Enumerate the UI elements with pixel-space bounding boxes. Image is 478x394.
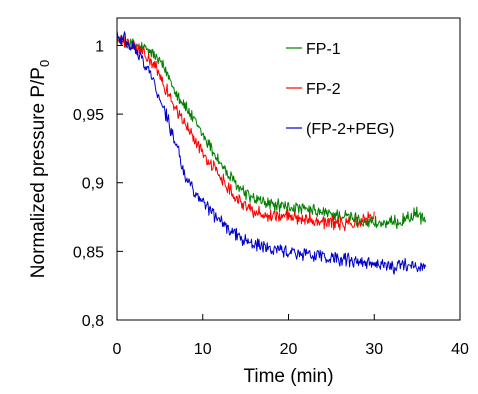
legend: FP-1 FP-2 (FP-2+PEG) (286, 41, 394, 138)
series-layer (116, 30, 427, 275)
y-tick-label: 0,85 (73, 244, 104, 261)
legend-label: FP-2 (306, 81, 341, 98)
x-axis-ticks: 0 10 20 30 40 (113, 314, 469, 358)
x-axis-title: Time (min) (243, 366, 333, 387)
x-tick-label: 0 (113, 341, 122, 358)
x-tick-label: 10 (194, 341, 212, 358)
legend-label: (FP-2+PEG) (306, 121, 394, 138)
y-tick-label: 0,8 (82, 313, 104, 330)
y-axis-title-main: Normalized pressure P/P (28, 67, 49, 278)
x-tick-label: 20 (280, 341, 298, 358)
legend-label: FP-1 (306, 41, 341, 58)
y-axis-ticks: 0,8 0,85 0,9 0,95 1 (73, 38, 123, 330)
x-tick-label: 30 (365, 341, 383, 358)
x-tick-label: 40 (451, 341, 469, 358)
y-axis-title-subscript: 0 (37, 60, 52, 67)
y-tick-label: 0,9 (82, 176, 104, 193)
y-axis-title: Normalized pressure P/P0 (28, 60, 52, 278)
series-line-2 (116, 33, 375, 232)
series-line-1 (116, 35, 427, 230)
y-tick-label: 1 (95, 38, 104, 55)
y-tick-label: 0,95 (73, 107, 104, 124)
series-line-3 (116, 30, 427, 275)
